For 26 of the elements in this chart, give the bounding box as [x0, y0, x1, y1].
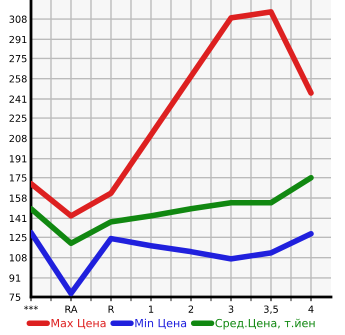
y-tick-label: 191: [10, 155, 26, 162]
x-tick-label: 3: [228, 306, 234, 313]
x-tick-label: RA: [65, 306, 78, 313]
x-tick-label: 1: [148, 306, 154, 313]
y-tick-label: 208: [9, 134, 27, 142]
x-tick-label: ***: [24, 306, 38, 310]
y-tick-label: 91: [9, 274, 20, 282]
legend-label: Max Цена: [52, 319, 106, 329]
y-tick-label: 275: [9, 54, 26, 62]
y-tick-label: 75: [10, 294, 20, 301]
y-tick-label: 258: [9, 75, 27, 83]
y-tick-label: 158: [10, 194, 27, 202]
y-tick-label: 175: [10, 174, 26, 182]
y-tick-label: 225: [9, 114, 26, 122]
x-tick-label: 4: [308, 306, 314, 313]
y-tick-label: 125: [10, 234, 26, 242]
y-tick-label: 108: [10, 254, 27, 262]
y-tick-label: 141: [10, 214, 26, 222]
legend-label: Min Цена: [135, 318, 186, 329]
y-tick-label: 241: [9, 95, 26, 103]
y-tick-label: 291: [9, 36, 26, 44]
y-tick-label: 308: [10, 16, 27, 23]
x-tick-label: 2: [188, 306, 194, 313]
legend-label: Сред.Цена, т.йен: [215, 318, 315, 330]
x-tick-label: 3,5: [264, 306, 278, 314]
x-tick-label: R: [108, 306, 114, 313]
